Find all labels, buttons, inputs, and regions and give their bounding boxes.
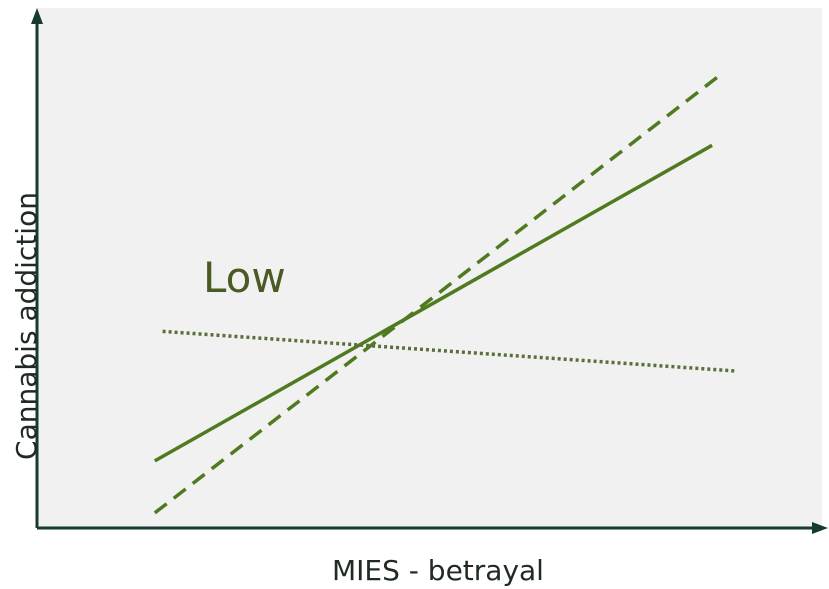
low-annotation: Low: [203, 253, 286, 302]
series-line-solid: [153, 143, 713, 463]
plot-background: [37, 8, 822, 528]
y-axis-title: Cannabis addiction: [10, 192, 43, 460]
series-layer: [153, 73, 736, 515]
x-axis-title: MIES - betrayal: [332, 554, 544, 587]
x-axis-arrowhead: [812, 522, 828, 534]
y-axis-arrowhead: [31, 8, 43, 24]
